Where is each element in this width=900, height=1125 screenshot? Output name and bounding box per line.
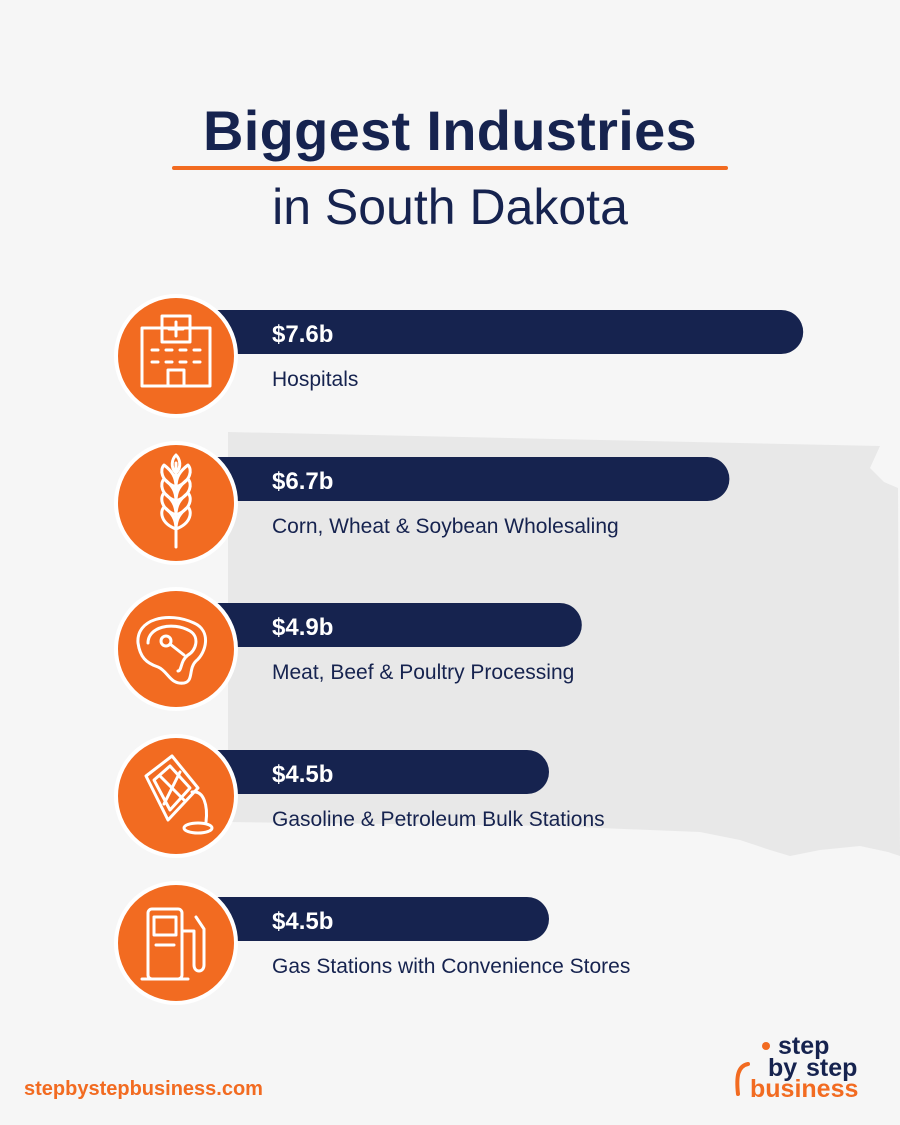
- title-line-1: Biggest Industries: [203, 99, 697, 162]
- bar-value-label: $4.5b: [272, 908, 333, 935]
- logo-word-step: step: [778, 1032, 830, 1060]
- logo-arc-icon: [735, 1062, 750, 1096]
- category-label: Corn, Wheat & Soybean Wholesaling: [272, 515, 619, 538]
- logo-dot: [762, 1042, 770, 1050]
- title-underline: [172, 166, 728, 170]
- logo-word-business: business: [750, 1075, 859, 1103]
- bar-2: [180, 457, 730, 501]
- footer-url[interactable]: stepbystepbusiness.com: [24, 1078, 263, 1100]
- bar-4: [180, 750, 549, 794]
- bar-value-label: $7.6b: [272, 321, 333, 348]
- bar-value-label: $6.7b: [272, 468, 333, 495]
- title-line-2: in South Dakota: [272, 179, 628, 235]
- category-label: Gas Stations with Convenience Stores: [272, 955, 630, 978]
- hospital-icon: [114, 294, 238, 418]
- bar-value-label: $4.5b: [272, 761, 333, 788]
- wheat-icon: [114, 441, 238, 565]
- category-label: Hospitals: [272, 368, 358, 391]
- steak-icon: [114, 587, 238, 711]
- fuel-can-icon: [114, 734, 238, 858]
- bar-1: [180, 310, 804, 354]
- bar-3: [180, 603, 582, 647]
- category-label: Meat, Beef & Poultry Processing: [272, 661, 574, 684]
- gas-pump-icon: [114, 881, 238, 1005]
- bar-5: [180, 897, 549, 941]
- category-label: Gasoline & Petroleum Bulk Stations: [272, 808, 605, 831]
- logo-word-step-2: step: [806, 1054, 858, 1082]
- brand-logo: step by step business: [734, 1032, 874, 1102]
- bar-value-label: $4.9b: [272, 614, 333, 641]
- logo-word-by: by: [768, 1054, 798, 1082]
